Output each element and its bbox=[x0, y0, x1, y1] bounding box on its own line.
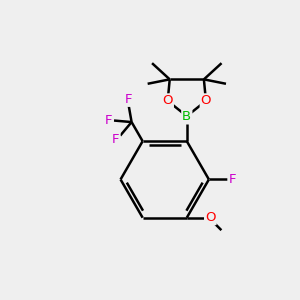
Text: F: F bbox=[125, 93, 132, 106]
Text: O: O bbox=[205, 211, 216, 224]
Text: B: B bbox=[182, 110, 191, 123]
Text: O: O bbox=[201, 94, 211, 107]
Text: O: O bbox=[162, 94, 173, 107]
Text: F: F bbox=[112, 133, 120, 146]
Text: F: F bbox=[105, 114, 112, 127]
Text: F: F bbox=[229, 173, 236, 186]
